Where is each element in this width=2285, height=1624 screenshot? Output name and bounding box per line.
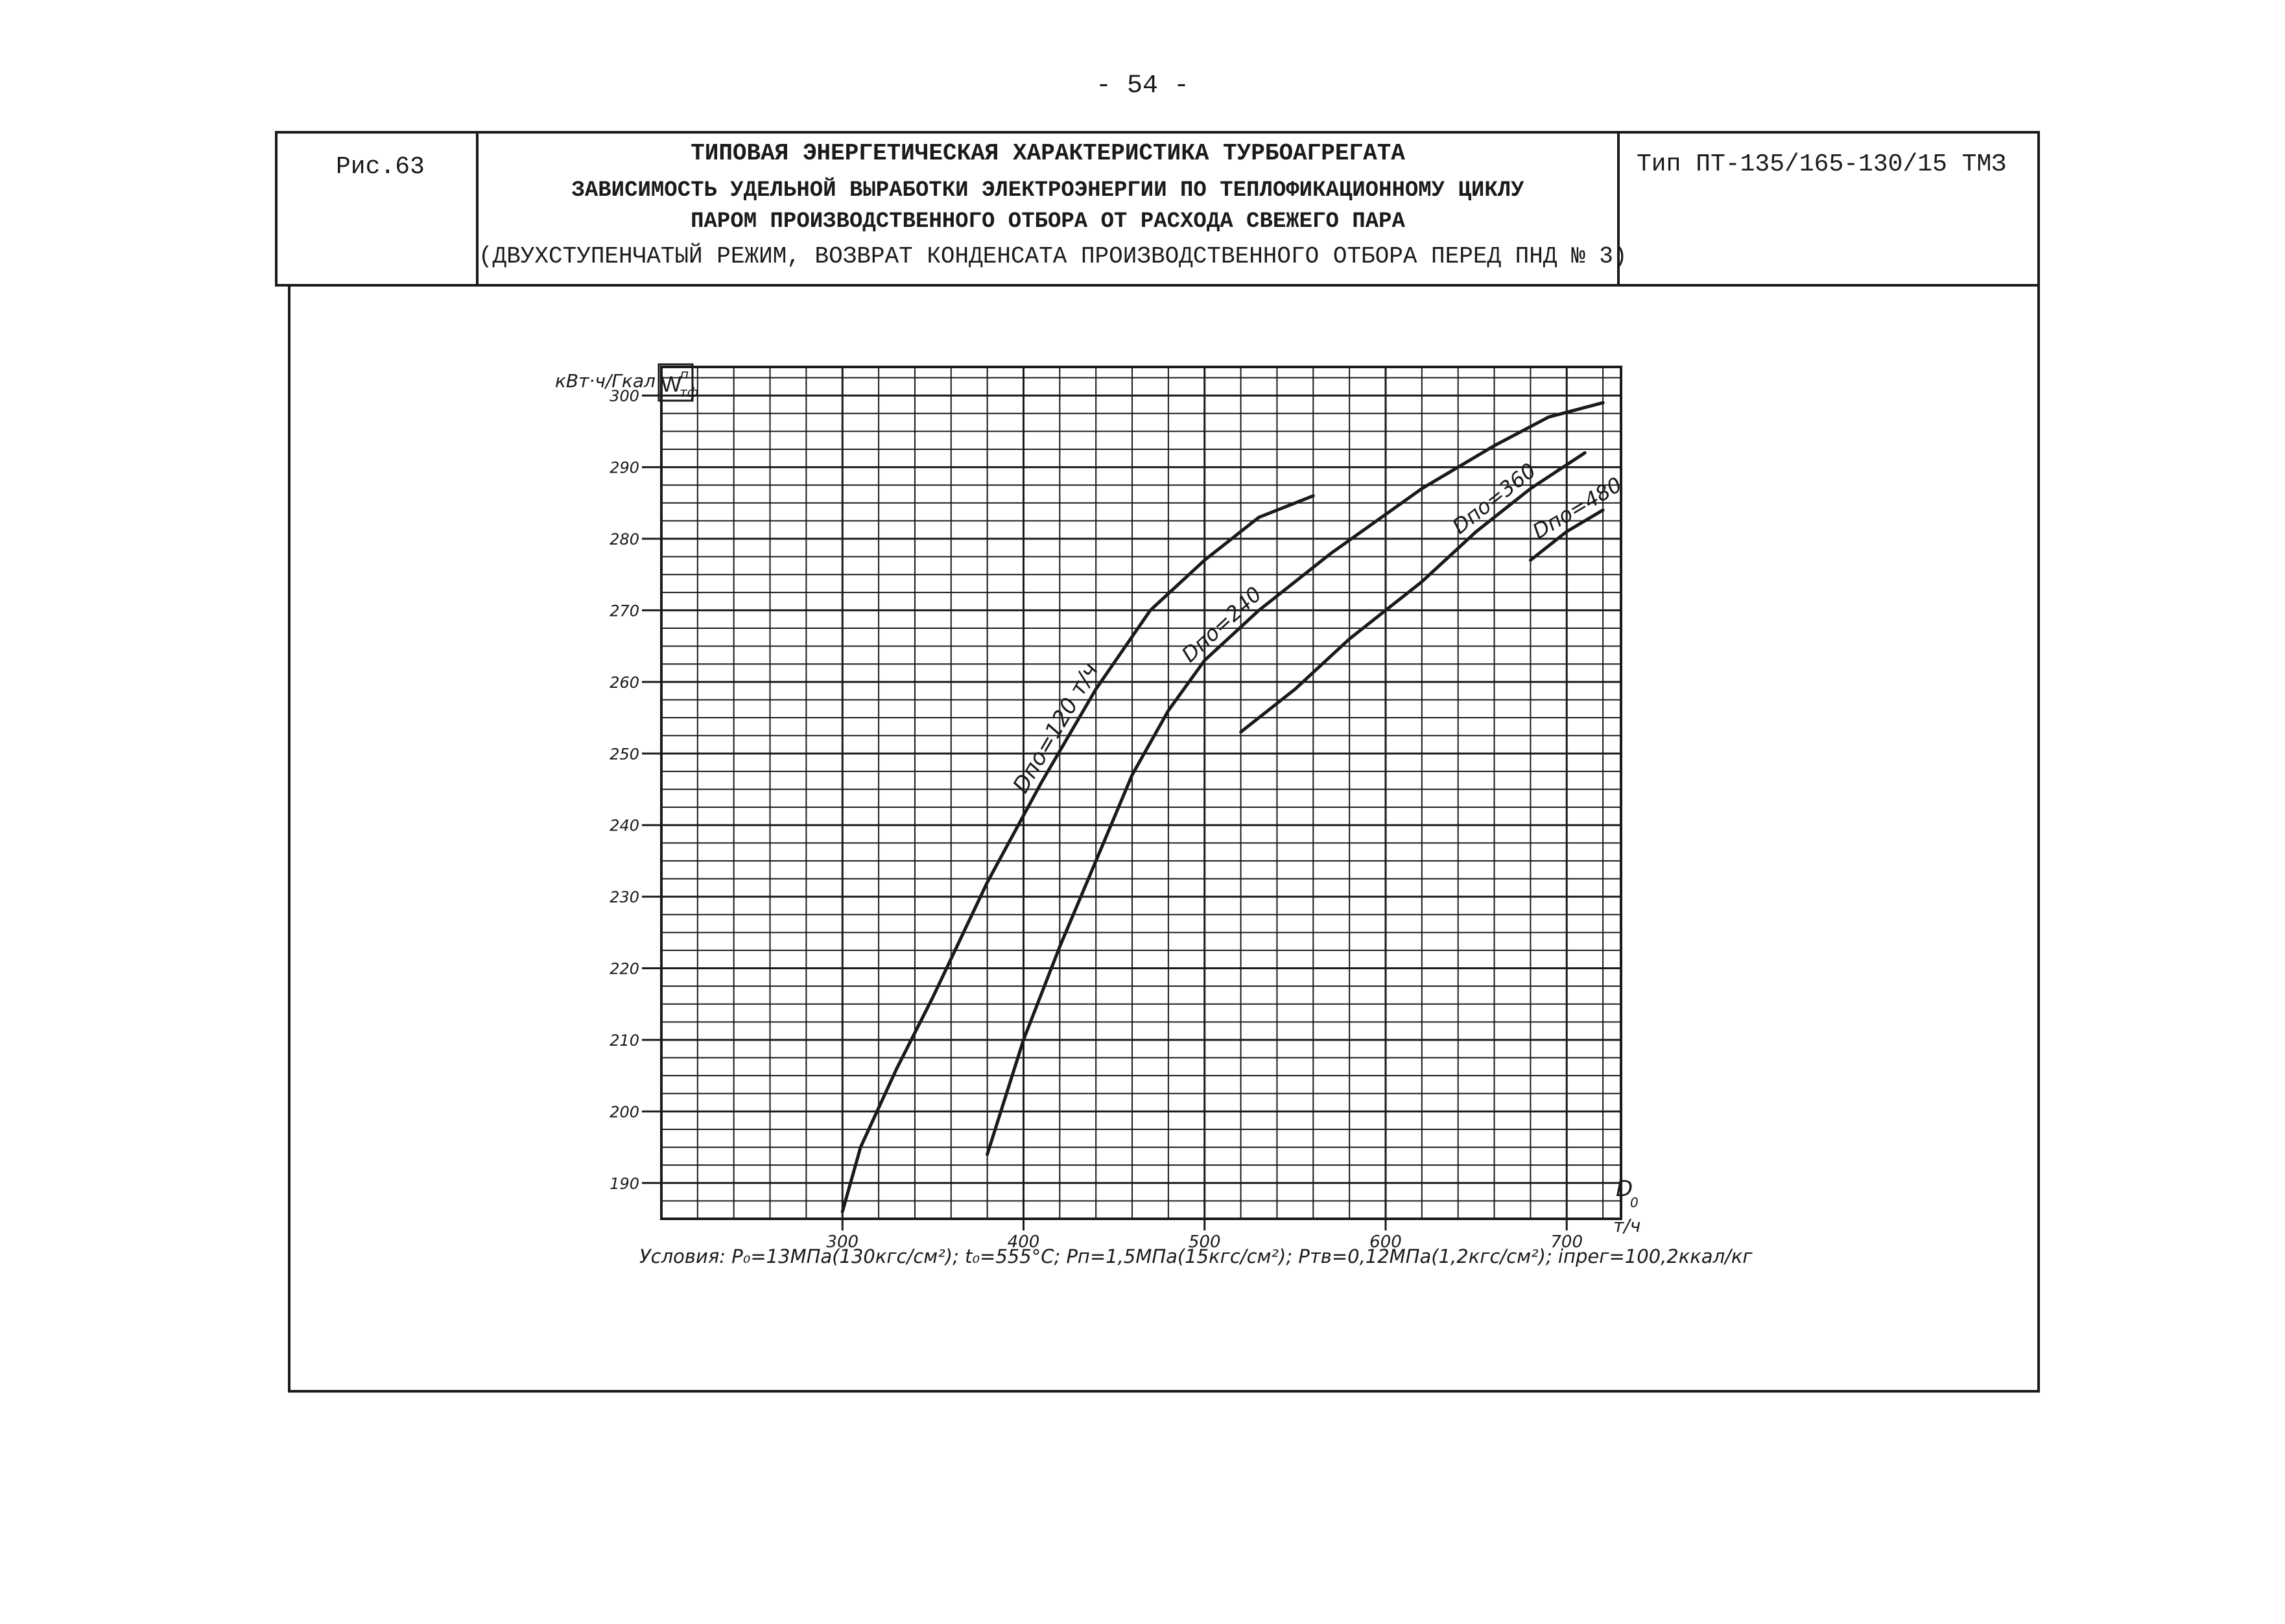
series-label: Dпо=240: [1177, 582, 1266, 667]
series-label: Dпо=120 т/ч: [1008, 659, 1104, 797]
figure-number-cell: Рис.63: [278, 134, 479, 284]
series-label: Dпо=480: [1528, 472, 1626, 544]
y-tick-label: 290: [610, 459, 639, 477]
title-line-4: (ДВУХСТУПЕНЧАТЫЙ РЕЖИМ, ВОЗВРАТ КОНДЕНСА…: [479, 243, 1628, 270]
x-axis-unit: т/ч: [1613, 1215, 1640, 1236]
y-tick-label: 200: [610, 1103, 639, 1121]
y-axis-symbol-main: W: [661, 372, 681, 397]
x-tick-labels: 300 400 500 600 700: [826, 1219, 1583, 1252]
chart-grid: [660, 367, 1621, 1219]
y-axis-symbol-sup: п: [680, 366, 689, 382]
x-axis-symbol-sub: 0: [1630, 1195, 1639, 1210]
x-tick-label: 300: [826, 1232, 858, 1252]
x-tick-label: 500: [1189, 1232, 1221, 1252]
title-line-1: ТИПОВАЯ ЭНЕРГЕТИЧЕСКАЯ ХАРАКТЕРИСТИКА ТУ…: [691, 140, 1405, 167]
y-tick-label: 240: [610, 817, 639, 835]
y-tick-label: 190: [610, 1175, 639, 1193]
plot-frame: [660, 366, 1622, 1220]
conditions-note: Условия: P₀=13МПа(130кгс/см²); t₀=555°C;…: [639, 1245, 1753, 1267]
y-tick-label: 300: [610, 387, 639, 405]
y-tick-label: 230: [610, 888, 639, 906]
y-axis-symbol-sub: тф: [680, 384, 698, 400]
y-axis-symbol: W п тф: [657, 363, 698, 402]
x-tick-label: 700: [1550, 1232, 1583, 1252]
series-line: [1528, 508, 1605, 562]
chart-series: [840, 401, 1605, 1214]
turbine-type-cell: Тип ПТ-135/165-130/15 ТМЗ: [1620, 134, 2037, 284]
page-number: - 54 -: [1095, 71, 1190, 100]
figure-number: Рис.63: [336, 153, 425, 181]
x-tick-label: 400: [1008, 1232, 1040, 1252]
y-axis-unit: кВт·ч/Гкал: [555, 370, 656, 392]
turbine-type: Тип ПТ-135/165-130/15 ТМЗ: [1637, 150, 2007, 178]
title-line-3: ПАРОМ ПРОИЗВОДСТВЕННОГО ОТБОРА ОТ РАСХОД…: [691, 209, 1405, 234]
title-cell: ТИПОВАЯ ЭНЕРГЕТИЧЕСКАЯ ХАРАКТЕРИСТИКА ТУ…: [479, 134, 1628, 284]
x-axis-symbol: D 0 т/ч: [1613, 1176, 1640, 1236]
series-line: [1239, 451, 1587, 734]
series-line: [986, 401, 1605, 1157]
y-tick-label: 210: [610, 1031, 639, 1050]
y-tick-label: 260: [610, 674, 639, 692]
title-line-2: ЗАВИСИМОСТЬ УДЕЛЬНОЙ ВЫРАБОТКИ ЭЛЕКТРОЭН…: [571, 178, 1524, 203]
series-line: [840, 494, 1315, 1214]
y-tick-label: 280: [610, 530, 639, 548]
y-tick-label: 270: [610, 602, 639, 620]
header-table: Рис.63 ТИПОВАЯ ЭНЕРГЕТИЧЕСКАЯ ХАРАКТЕРИС…: [275, 131, 2040, 287]
y-tick-label: 220: [610, 960, 639, 978]
x-axis-symbol-main: D: [1616, 1176, 1633, 1202]
y-tick-labels: 190 200 210 220 230 240 250 260 270 280 290 300: [610, 387, 661, 1193]
y-tick-label: 250: [610, 745, 639, 763]
x-tick-label: 600: [1369, 1232, 1402, 1252]
